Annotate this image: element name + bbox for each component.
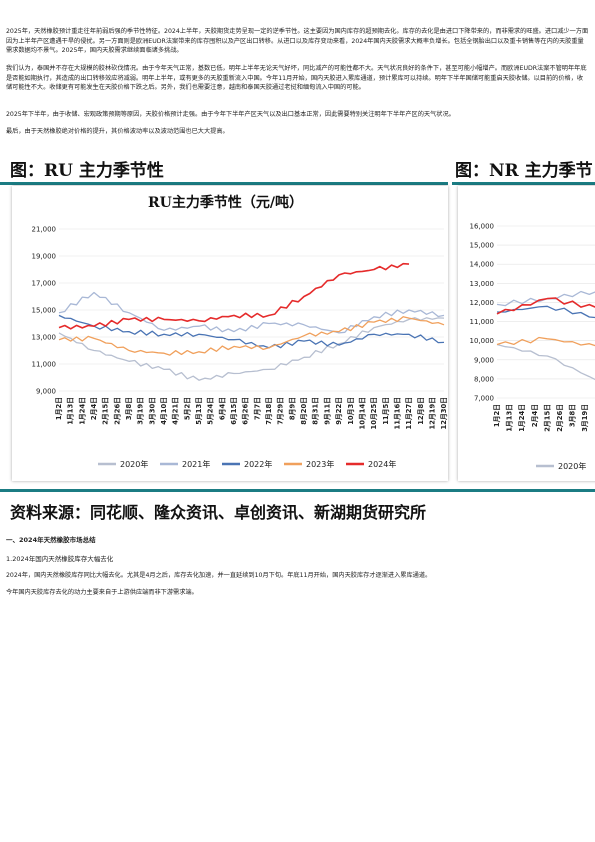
y-tick-label: 9,000 bbox=[36, 388, 56, 396]
x-tick-label: 6月26日 bbox=[242, 397, 250, 425]
y-tick-label: 11,000 bbox=[32, 361, 57, 369]
left-panel-rule bbox=[0, 182, 448, 185]
series-line-4 bbox=[496, 336, 595, 347]
x-tick-label: 3月19日 bbox=[581, 404, 589, 432]
x-tick-label: 2月15日 bbox=[543, 404, 551, 432]
legend-label: 2023年 bbox=[306, 459, 334, 469]
right-panel-rule bbox=[452, 182, 595, 185]
x-tick-label: 4月10日 bbox=[160, 397, 168, 425]
x-tick-label: 8月31日 bbox=[312, 397, 320, 425]
x-tick-label: 5月13日 bbox=[195, 397, 203, 425]
y-tick-label: 13,000 bbox=[32, 334, 57, 342]
x-tick-label: 3月19日 bbox=[137, 397, 145, 425]
x-tick-label: 1月13日 bbox=[506, 404, 514, 432]
seasonality-figure: 图：RU 主力季节性 图：NR 主力季节 RU主力季节性（元/吨） 21,000… bbox=[0, 152, 595, 520]
x-tick-label: 7月29日 bbox=[277, 397, 285, 425]
x-tick-label: 8月9日 bbox=[288, 397, 296, 420]
ru-seasonality-chart: 21,000 19,000 17,000 15,000 13,000 11,000 9,00… bbox=[32, 226, 449, 470]
y-tick-label: 21,000 bbox=[32, 226, 57, 234]
x-tick-label: 2月26日 bbox=[113, 397, 121, 425]
section-heading: 一、2024年天然橡胶市场总结 bbox=[6, 536, 96, 544]
x-tick-label: 11月27日 bbox=[405, 397, 413, 430]
series-line-4 bbox=[58, 316, 445, 356]
x-tick-label: 7月18日 bbox=[265, 397, 273, 425]
section-paragraph-2: 今年国内天胶库存去化的动力主要来自于上游供应端而非下游需求端。 bbox=[6, 589, 198, 596]
legend-label: 2021年 bbox=[182, 459, 210, 469]
y-tick-label: 8,000 bbox=[474, 375, 494, 383]
x-tick-label: 3月8日 bbox=[125, 397, 133, 420]
legend-label: 2024年 bbox=[368, 459, 396, 469]
x-tick-label: 9月22日 bbox=[335, 397, 343, 425]
nr-seasonality-chart: 16,000 15,000 14,000 13,000 12,000 11,000 10,0… bbox=[470, 223, 595, 471]
series-line-3 bbox=[58, 314, 445, 349]
intro-paragraph-2: 我们认为，泰国并不存在大规模的胶林砍伐情况。由于今年天气正常，基数已低，明年上半… bbox=[6, 65, 587, 91]
legend-label: 2020年 bbox=[558, 461, 586, 471]
series-line-1 bbox=[58, 317, 445, 381]
x-tick-label: 3月30日 bbox=[148, 397, 156, 425]
y-tick-label: 13,000 bbox=[470, 280, 495, 288]
intro-paragraph-1: 2025年，天然橡胶预计重走往年前弱后强的季节性特征。2024上半年，天胶期货走… bbox=[6, 28, 589, 54]
y-tick-label: 10,000 bbox=[470, 337, 495, 345]
y-tick-label: 11,000 bbox=[470, 318, 495, 326]
section-subheading: 1.2024年国内天然橡胶库存大幅去化 bbox=[6, 555, 114, 563]
x-tick-label: 5月2日 bbox=[183, 397, 191, 420]
x-tick-label: 12月8日 bbox=[417, 397, 425, 425]
x-tick-label: 2月4日 bbox=[90, 397, 98, 420]
series-line-3 bbox=[497, 305, 595, 319]
intro-paragraph-4: 最后，由于天然橡胶绝对价格的提升，其价格波动率以及波动范围也已大大提高。 bbox=[6, 128, 229, 135]
x-tick-label: 3月8日 bbox=[569, 404, 577, 427]
x-tick-label: 6月15日 bbox=[230, 397, 238, 425]
series-line-5 bbox=[58, 262, 410, 330]
y-tick-label: 14,000 bbox=[470, 261, 495, 269]
ru-chart-frame bbox=[12, 186, 448, 481]
x-tick-label: 1月24日 bbox=[518, 404, 526, 432]
y-tick-label: 7,000 bbox=[474, 395, 494, 403]
intro-paragraph-3: 2025年下半年，由于收储、宏观政策预期等原因，天胶价格预计走强。由于今年下半年… bbox=[6, 111, 455, 118]
y-tick-label: 9,000 bbox=[474, 356, 494, 364]
section-paragraph-1: 2024年，国内天然橡胶库存同比大幅去化。尤其是4月之后，库存去化加速，并一直延… bbox=[6, 572, 432, 579]
x-tick-label: 2月15日 bbox=[102, 397, 110, 425]
legend-label: 2022年 bbox=[244, 459, 272, 469]
x-tick-label: 7月7日 bbox=[253, 397, 261, 420]
legend-label: 2020年 bbox=[120, 459, 148, 469]
x-tick-label: 5月24日 bbox=[207, 397, 215, 425]
series-line-1 bbox=[496, 343, 595, 381]
x-tick-label: 10月3日 bbox=[347, 397, 355, 425]
x-tick-label: 4月21日 bbox=[172, 397, 180, 425]
source-rule bbox=[0, 489, 595, 492]
left-panel-title: 图：RU 主力季节性 bbox=[10, 161, 164, 181]
x-tick-label: 9月11日 bbox=[323, 397, 331, 425]
x-tick-label: 1月2日 bbox=[55, 397, 63, 420]
y-tick-label: 15,000 bbox=[32, 307, 57, 315]
x-tick-label: 12月19日 bbox=[428, 397, 436, 430]
y-tick-label: 17,000 bbox=[32, 280, 57, 288]
y-tick-label: 15,000 bbox=[470, 242, 495, 250]
x-tick-label: 1月13日 bbox=[67, 397, 75, 425]
x-tick-label: 2月4日 bbox=[531, 404, 539, 427]
y-tick-label: 12,000 bbox=[470, 299, 495, 307]
x-tick-label: 1月2日 bbox=[493, 404, 501, 427]
nr-chart-frame bbox=[458, 186, 595, 481]
ru-chart-title: RU主力季节性（元/吨） bbox=[148, 195, 303, 211]
x-tick-label: 6月4日 bbox=[218, 397, 226, 420]
x-tick-label: 11月5日 bbox=[382, 397, 390, 425]
x-tick-label: 8月20日 bbox=[300, 397, 308, 425]
y-tick-label: 19,000 bbox=[32, 253, 57, 261]
x-tick-label: 10月25日 bbox=[370, 397, 378, 430]
y-tick-label: 16,000 bbox=[470, 223, 495, 231]
series-line-2 bbox=[58, 291, 445, 334]
x-tick-label: 1月24日 bbox=[78, 397, 86, 425]
x-tick-label: 11月16日 bbox=[393, 397, 401, 430]
x-tick-label: 12月30日 bbox=[440, 397, 448, 430]
source-line: 资料来源：同花顺、隆众资讯、卓创资讯、新湖期货研究所 bbox=[10, 503, 427, 520]
x-tick-label: 10月14日 bbox=[358, 397, 366, 430]
x-tick-label: 2月26日 bbox=[556, 404, 564, 432]
right-panel-title: 图：NR 主力季节 bbox=[455, 161, 593, 181]
series-line-5 bbox=[496, 297, 595, 315]
